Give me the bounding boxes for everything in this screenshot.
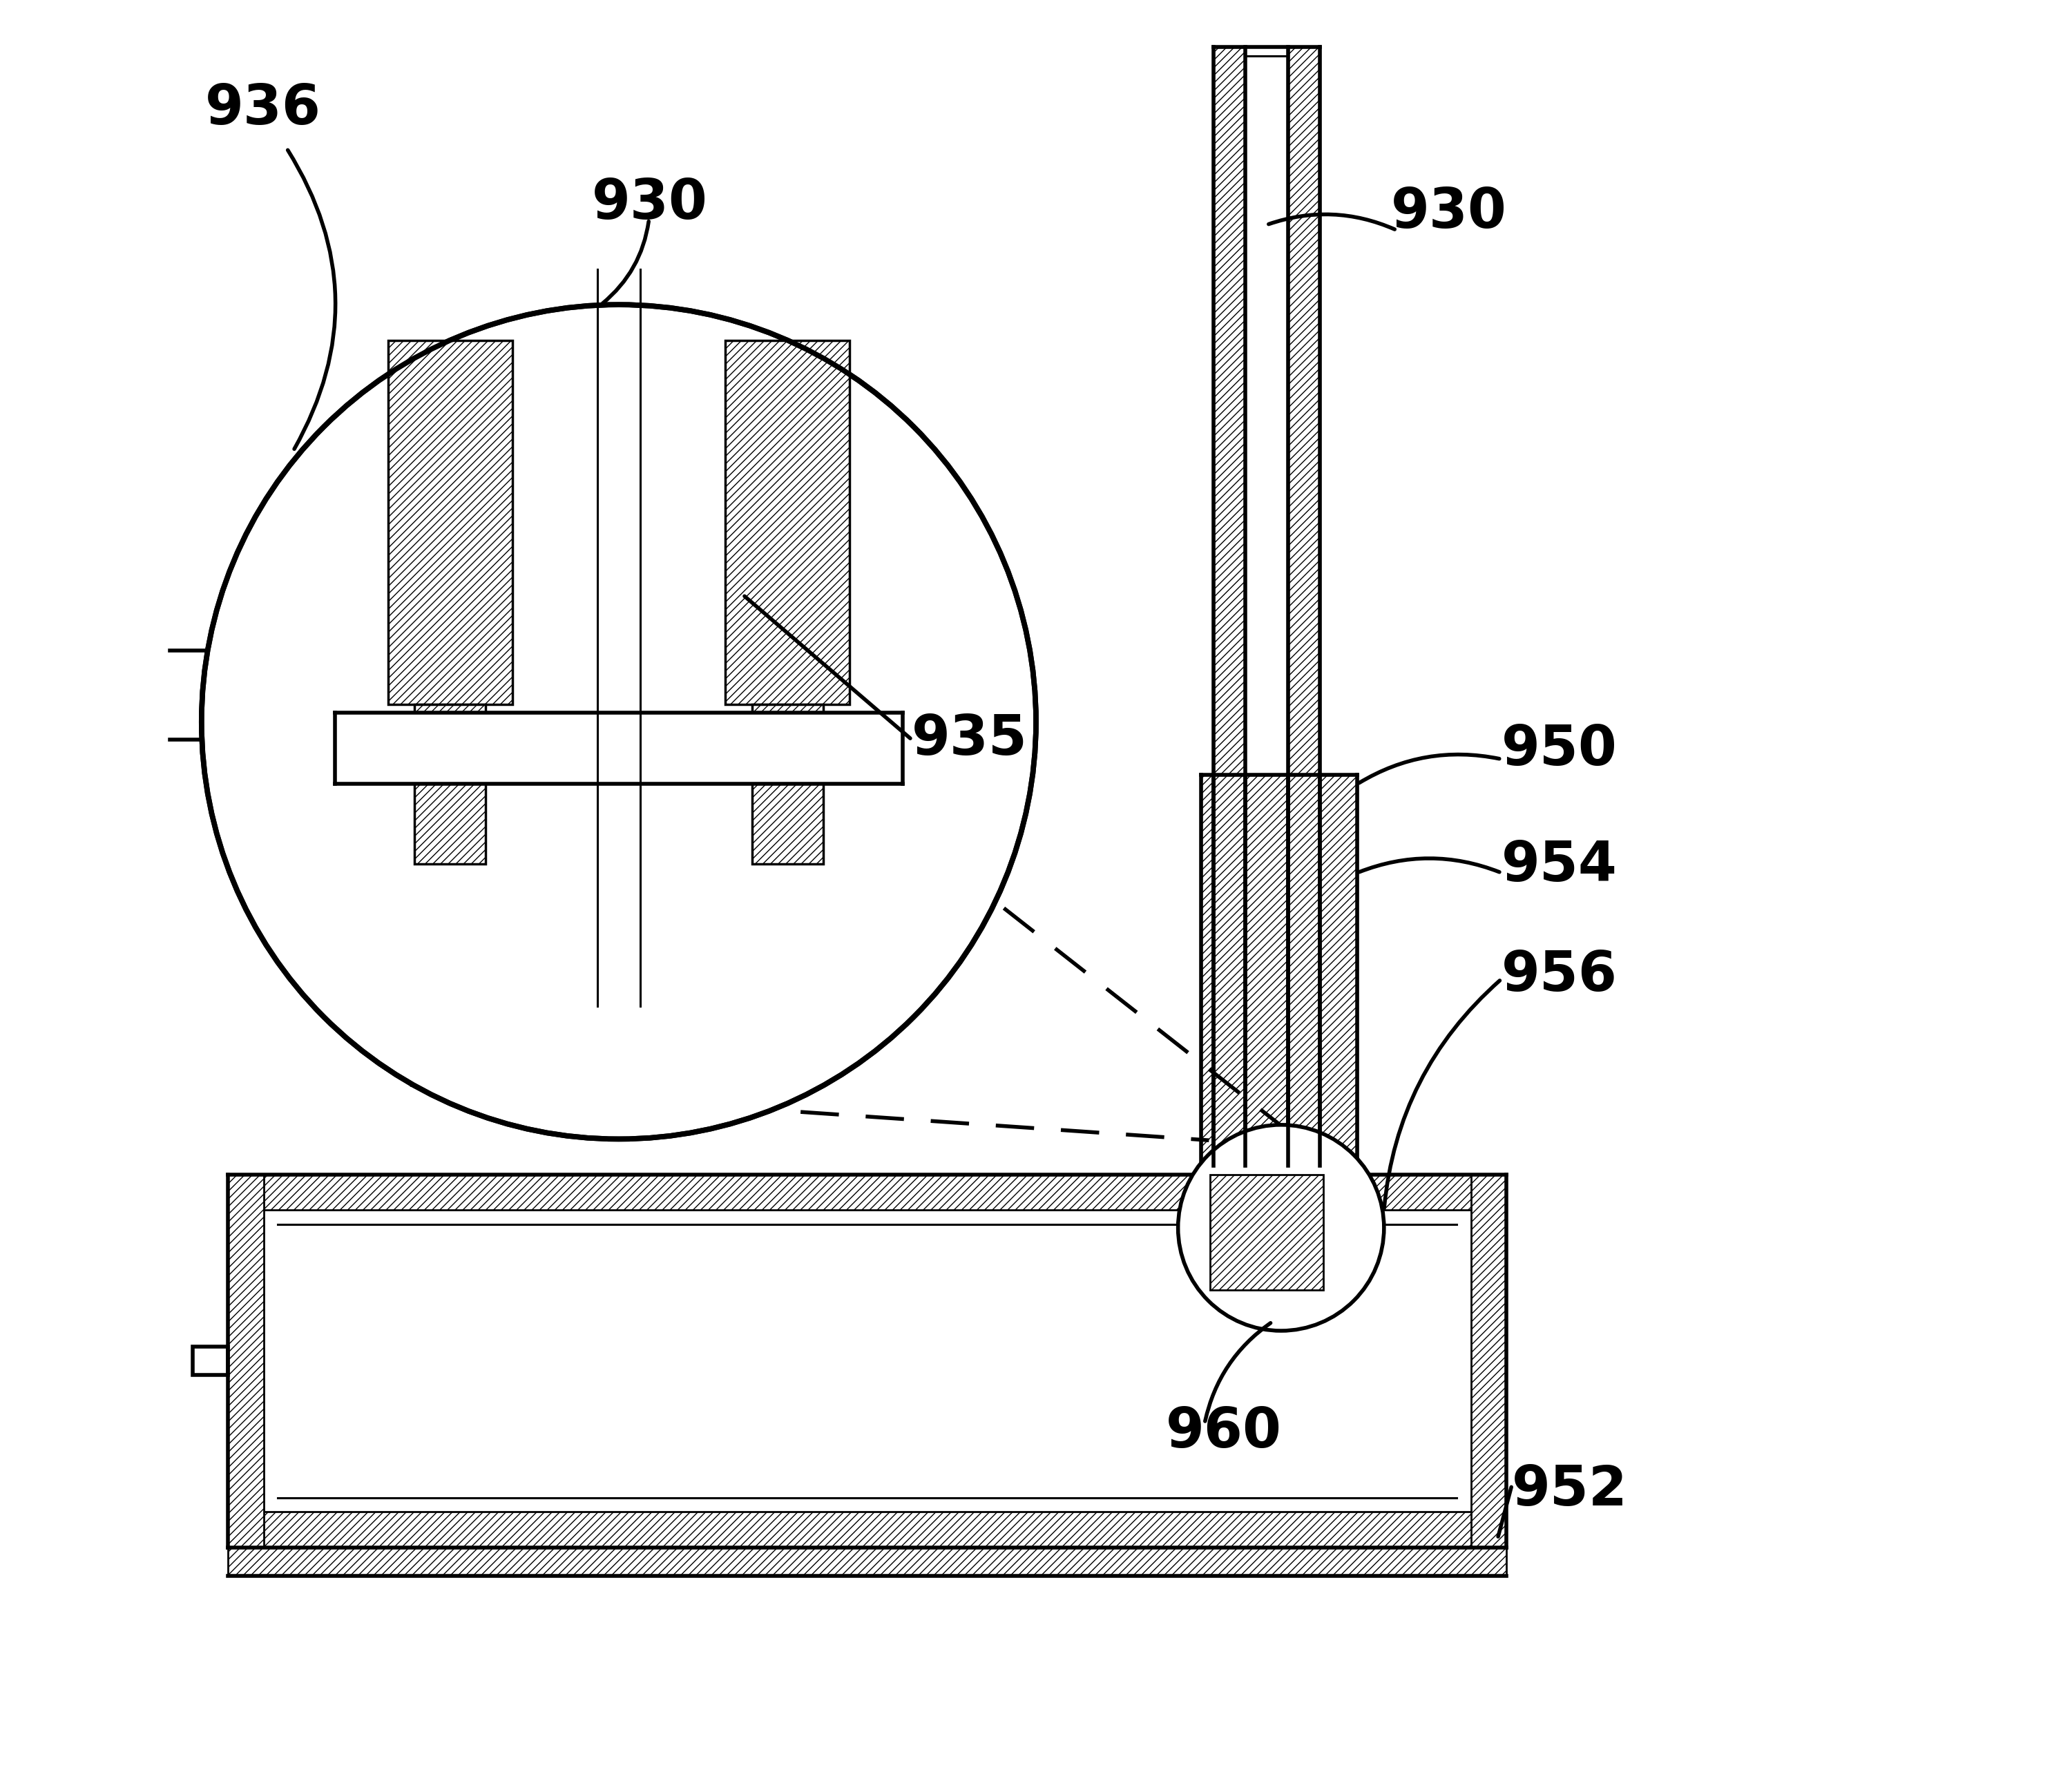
- Bar: [1210, 1174, 1324, 1289]
- Bar: [387, 340, 512, 703]
- Bar: [228, 1548, 1506, 1576]
- Bar: [228, 1174, 1506, 1209]
- Bar: [1202, 775, 1357, 1165]
- Bar: [725, 340, 850, 703]
- Bar: [193, 1346, 228, 1375]
- Text: 930: 930: [593, 176, 709, 230]
- Bar: [1471, 1174, 1506, 1548]
- Circle shape: [1179, 1126, 1384, 1330]
- Bar: [1289, 48, 1320, 1165]
- Bar: [228, 1512, 1506, 1548]
- Circle shape: [201, 305, 1036, 1140]
- Text: 950: 950: [1502, 723, 1616, 777]
- Text: 954: 954: [1502, 839, 1616, 892]
- Text: 952: 952: [1513, 1464, 1629, 1517]
- Bar: [1245, 48, 1289, 1165]
- Bar: [228, 1174, 1506, 1548]
- Bar: [414, 703, 485, 864]
- Bar: [336, 712, 903, 784]
- Text: 930: 930: [1390, 185, 1506, 239]
- Bar: [1214, 48, 1245, 1165]
- Text: 936: 936: [205, 82, 321, 137]
- Text: 960: 960: [1167, 1405, 1283, 1459]
- Bar: [228, 1174, 263, 1548]
- Bar: [752, 703, 823, 864]
- Text: 956: 956: [1502, 949, 1618, 1003]
- Text: 935: 935: [912, 712, 1028, 766]
